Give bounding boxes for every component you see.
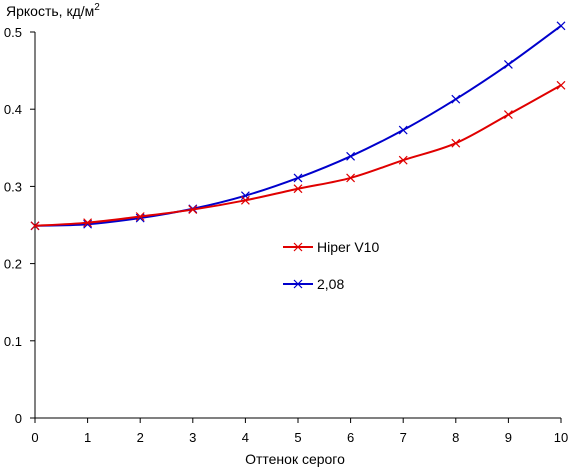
legend-item: 2,08 xyxy=(283,276,344,292)
x-tick-label: 5 xyxy=(294,430,301,445)
legend-marker xyxy=(293,279,303,289)
x-tick-label: 1 xyxy=(84,430,91,445)
data-point-marker xyxy=(398,125,408,135)
x-tick-label: 3 xyxy=(189,430,196,445)
data-point-marker xyxy=(556,21,566,31)
legend: Hiper V10 2,08 xyxy=(283,239,379,292)
x-tick-label: 9 xyxy=(505,430,512,445)
data-point-marker xyxy=(451,94,461,104)
x-tick-label: 4 xyxy=(242,430,249,445)
legend-label: Hiper V10 xyxy=(317,239,379,255)
series-line xyxy=(34,84,562,227)
series-layer xyxy=(30,21,566,231)
data-point-marker xyxy=(293,173,303,183)
y-axis-title-text: Яркость, кд/м xyxy=(6,3,94,19)
x-ticks: 0 1 2 3 4 5 6 7 8 9 10 xyxy=(31,418,568,445)
x-tick-label: 10 xyxy=(554,430,568,445)
axes xyxy=(34,32,561,419)
data-point-marker xyxy=(83,218,93,228)
data-point-marker xyxy=(135,212,145,221)
series-0 xyxy=(30,80,566,231)
y-ticks: 0 0.1 0.2 0.3 0.4 0.5 xyxy=(4,25,35,426)
data-point-marker xyxy=(30,221,40,231)
series-line xyxy=(34,25,562,227)
y-tick-label: 0.3 xyxy=(4,179,22,194)
y-tick-label: 0.5 xyxy=(4,25,22,40)
data-point-marker xyxy=(293,184,303,194)
series-1 xyxy=(30,21,566,231)
legend-label: 2,08 xyxy=(317,276,344,292)
x-tick-label: 6 xyxy=(347,430,354,445)
y-tick-label: 0.1 xyxy=(4,334,22,349)
y-tick-label: 0.4 xyxy=(4,102,22,117)
data-point-marker xyxy=(240,195,250,205)
x-tick-label: 7 xyxy=(400,430,407,445)
legend-item: Hiper V10 xyxy=(283,239,379,255)
data-point-marker xyxy=(556,80,566,90)
y-axis-title-superscript: 2 xyxy=(94,2,100,13)
x-tick-label: 8 xyxy=(452,430,459,445)
y-tick-label: 0.2 xyxy=(4,257,22,272)
x-tick-label: 0 xyxy=(31,430,38,445)
data-point-marker xyxy=(346,173,356,183)
data-point-marker xyxy=(451,138,461,148)
data-point-marker xyxy=(398,155,408,165)
data-point-marker xyxy=(188,205,198,214)
x-tick-label: 2 xyxy=(137,430,144,445)
data-point-marker xyxy=(503,59,513,69)
y-axis-title: Яркость, кд/м2 xyxy=(6,2,100,19)
x-axis-title: Оттенок серого xyxy=(245,451,345,467)
data-point-marker xyxy=(346,151,356,161)
legend-marker xyxy=(293,242,303,252)
y-tick-label: 0 xyxy=(15,411,22,426)
data-point-marker xyxy=(503,110,513,120)
